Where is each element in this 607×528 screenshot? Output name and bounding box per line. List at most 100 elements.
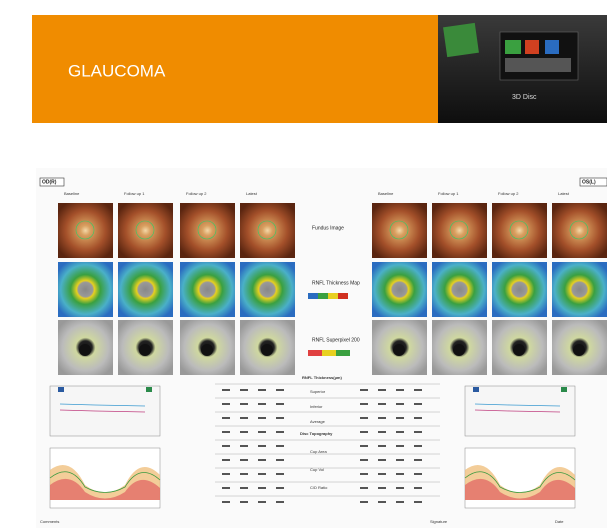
disc-outline	[449, 220, 469, 240]
table-cell-mark	[360, 501, 368, 503]
disc-center	[261, 344, 273, 356]
image-tile	[492, 262, 547, 317]
table-cell-mark	[222, 459, 230, 461]
table-cell-mark	[414, 487, 422, 489]
table-cell-mark	[396, 403, 404, 405]
image-tile	[552, 262, 607, 317]
table-cell-mark	[396, 431, 404, 433]
table-row: Inferior	[310, 404, 323, 409]
image-tile	[432, 203, 487, 258]
table-cell-mark	[222, 487, 230, 489]
visit-label: Baseline	[64, 191, 80, 196]
disc-center	[201, 344, 213, 356]
table-cell-mark	[258, 487, 266, 489]
image-tile	[432, 262, 487, 317]
table-cell-mark	[276, 403, 284, 405]
table-cell-mark	[414, 473, 422, 475]
image-tile	[118, 203, 173, 258]
disc-outline	[257, 220, 277, 240]
table-cell-mark	[222, 431, 230, 433]
table-title: Disc Topography	[300, 431, 333, 436]
screen-tile	[525, 40, 539, 54]
table-cell-mark	[240, 431, 248, 433]
trend-line	[59, 409, 146, 413]
table-cell-mark	[378, 459, 386, 461]
screen-tile	[505, 58, 571, 72]
color-scale	[308, 350, 322, 356]
screen-tile	[545, 40, 559, 54]
table-cell-mark	[276, 459, 284, 461]
table-cell-mark	[414, 417, 422, 419]
table-cell-mark	[378, 389, 386, 391]
row-label: Fundus Image	[312, 225, 344, 231]
table-cell-mark	[378, 403, 386, 405]
table-cell-mark	[414, 431, 422, 433]
visit-label: Follow up 2	[498, 191, 519, 196]
table-cell-mark	[258, 445, 266, 447]
trend-badge	[473, 387, 479, 392]
table-cell-mark	[396, 417, 404, 419]
table-cell-mark	[414, 389, 422, 391]
visit-label: Latest	[246, 191, 258, 196]
image-tile	[180, 203, 235, 258]
table-cell-mark	[276, 445, 284, 447]
color-scale	[322, 350, 336, 356]
disc-outline	[135, 220, 155, 240]
table-cell-mark	[360, 389, 368, 391]
disc-outline	[389, 220, 409, 240]
table-cell-mark	[360, 459, 368, 461]
table-cell-mark	[276, 417, 284, 419]
table-cell-mark	[240, 473, 248, 475]
color-scale	[318, 293, 328, 299]
disc-center	[573, 344, 585, 356]
disc-center	[393, 344, 405, 356]
color-scale	[336, 350, 350, 356]
table-cell-mark	[414, 445, 422, 447]
table-cell-mark	[240, 417, 248, 419]
disc-center	[513, 344, 525, 356]
image-tile	[180, 262, 235, 317]
table-cell-mark	[258, 417, 266, 419]
product-screen	[499, 31, 579, 81]
table-cell-mark	[360, 473, 368, 475]
product-icon	[443, 22, 479, 58]
table-cell-mark	[276, 487, 284, 489]
banner	[32, 15, 438, 123]
table-cell-mark	[396, 389, 404, 391]
color-scale	[338, 293, 348, 299]
table-cell-mark	[240, 445, 248, 447]
report-graphics: Baseline Follow up 1 Follow up 2 Latest Base…	[49, 191, 607, 509]
image-tile	[372, 203, 427, 258]
trend-line	[474, 403, 561, 407]
table-cell-mark	[378, 417, 386, 419]
row-label: RNFL Superpixel 200	[312, 337, 360, 343]
table-cell-mark	[276, 501, 284, 503]
table-cell-mark	[258, 459, 266, 461]
eye-box	[39, 177, 65, 187]
table-cell-mark	[222, 501, 230, 503]
table-row: C/D Ratio	[310, 485, 328, 490]
trend-badge	[561, 387, 567, 392]
image-tile	[58, 262, 113, 317]
table-cell-mark	[378, 431, 386, 433]
table-title: RNFL Thickness(µm)	[302, 375, 342, 380]
eye-box	[579, 177, 607, 187]
table-cell-mark	[396, 487, 404, 489]
table-cell-mark	[222, 389, 230, 391]
table-cell-mark	[276, 389, 284, 391]
table-cell-mark	[240, 403, 248, 405]
disc-center	[79, 344, 91, 356]
table-cell-mark	[414, 403, 422, 405]
profile-line	[464, 471, 576, 493]
table-cell-mark	[378, 487, 386, 489]
visit-label: Follow up 1	[124, 191, 145, 196]
trend-line	[59, 403, 146, 407]
table-cell-mark	[258, 473, 266, 475]
disc-center	[453, 344, 465, 356]
table-cell-mark	[240, 389, 248, 391]
profile-band	[465, 478, 575, 500]
table-cell-mark	[240, 501, 248, 503]
table-cell-mark	[414, 501, 422, 503]
profile-line	[49, 471, 161, 493]
